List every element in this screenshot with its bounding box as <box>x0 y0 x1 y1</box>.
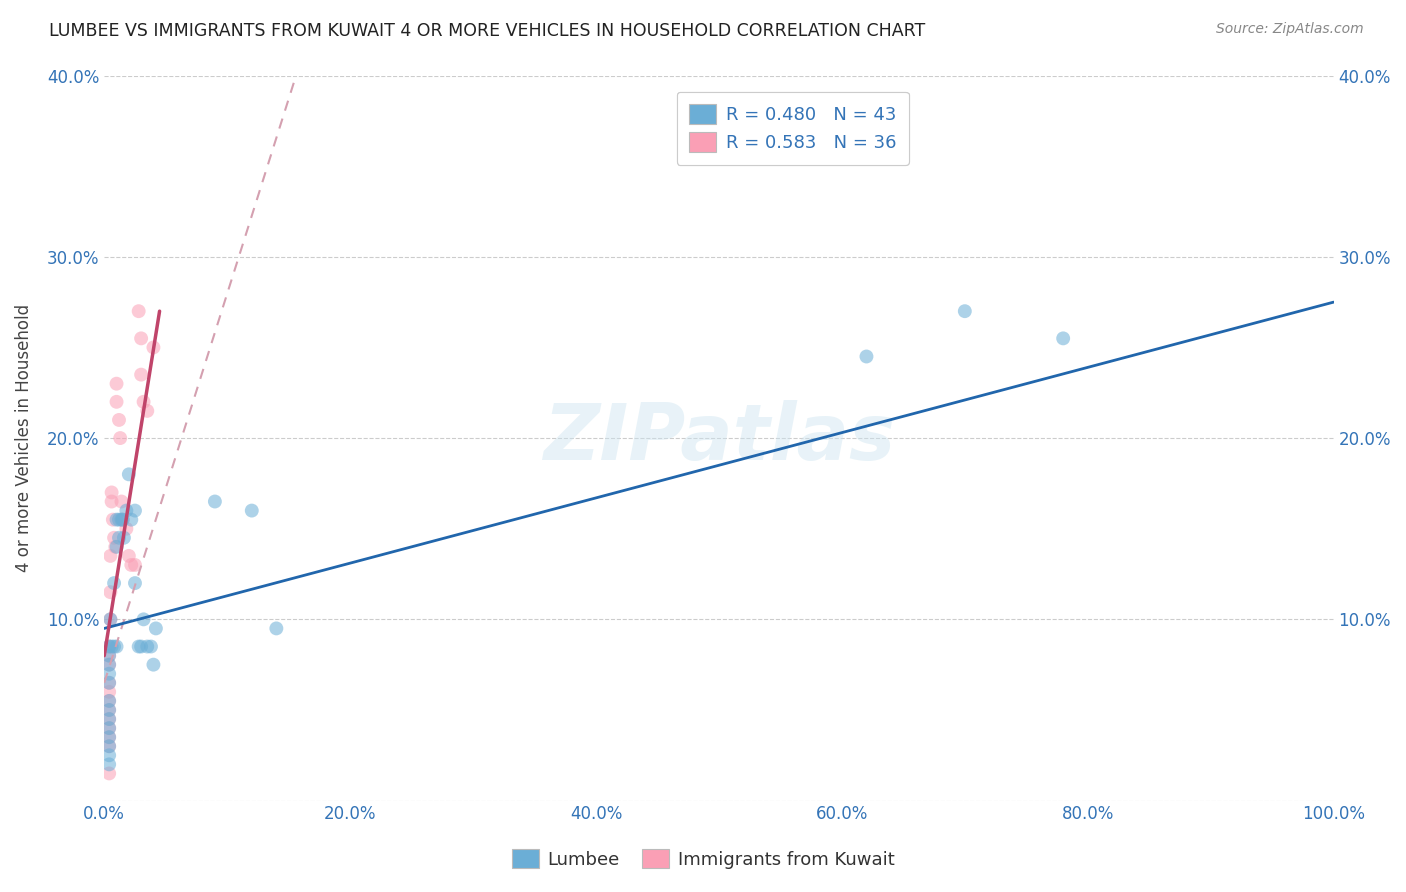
Point <box>124 576 146 591</box>
Point <box>100 612 122 626</box>
Point <box>855 350 877 364</box>
Point <box>98 640 121 654</box>
Point <box>266 621 288 635</box>
Point <box>112 531 135 545</box>
Point <box>108 513 131 527</box>
Point <box>98 657 121 672</box>
Point <box>98 721 121 735</box>
Point <box>100 485 122 500</box>
Point <box>98 730 121 744</box>
Point <box>98 712 121 726</box>
Point <box>98 675 121 690</box>
Point <box>136 404 159 418</box>
Point <box>98 712 121 726</box>
Point <box>98 685 121 699</box>
Point <box>98 648 121 663</box>
Point <box>129 331 152 345</box>
Point <box>98 757 121 772</box>
Point <box>98 640 121 654</box>
Point <box>145 621 167 635</box>
Point <box>104 540 127 554</box>
Point <box>98 675 121 690</box>
Point <box>240 503 263 517</box>
Point <box>115 522 138 536</box>
Point <box>118 467 141 482</box>
Point <box>98 703 121 717</box>
Point <box>105 513 128 527</box>
Point <box>101 513 124 527</box>
Text: LUMBEE VS IMMIGRANTS FROM KUWAIT 4 OR MORE VEHICLES IN HOUSEHOLD CORRELATION CHA: LUMBEE VS IMMIGRANTS FROM KUWAIT 4 OR MO… <box>49 22 925 40</box>
Point <box>103 531 125 545</box>
Point <box>120 513 142 527</box>
Point <box>132 612 155 626</box>
Point <box>124 558 146 572</box>
Point <box>98 766 121 780</box>
Y-axis label: 4 or more Vehicles in Household: 4 or more Vehicles in Household <box>15 304 32 572</box>
Point <box>100 640 122 654</box>
Point <box>129 368 152 382</box>
Point <box>98 666 121 681</box>
Point <box>98 721 121 735</box>
Point <box>98 739 121 754</box>
Point <box>98 703 121 717</box>
Point <box>139 640 162 654</box>
Point <box>105 540 128 554</box>
Point <box>100 585 122 599</box>
Point <box>108 531 131 545</box>
Legend: R = 0.480   N = 43, R = 0.583   N = 36: R = 0.480 N = 43, R = 0.583 N = 36 <box>676 92 908 165</box>
Point <box>108 413 131 427</box>
Point <box>136 640 159 654</box>
Point <box>128 304 150 318</box>
Point <box>98 739 121 754</box>
Point <box>110 431 132 445</box>
Point <box>98 730 121 744</box>
Point <box>953 304 976 318</box>
Point <box>110 513 132 527</box>
Point <box>98 657 121 672</box>
Point <box>100 494 122 508</box>
Point <box>204 494 226 508</box>
Point <box>115 503 138 517</box>
Point <box>1052 331 1074 345</box>
Point <box>111 513 134 527</box>
Point <box>111 513 134 527</box>
Legend: Lumbee, Immigrants from Kuwait: Lumbee, Immigrants from Kuwait <box>505 842 901 876</box>
Point <box>105 394 128 409</box>
Point <box>142 340 165 354</box>
Point <box>98 694 121 708</box>
Point <box>103 640 125 654</box>
Point <box>100 612 122 626</box>
Point <box>128 640 150 654</box>
Text: ZIPatlas: ZIPatlas <box>543 401 896 476</box>
Point <box>98 694 121 708</box>
Point <box>98 748 121 763</box>
Point <box>120 558 142 572</box>
Point <box>103 576 125 591</box>
Point <box>105 640 128 654</box>
Text: Source: ZipAtlas.com: Source: ZipAtlas.com <box>1216 22 1364 37</box>
Point <box>110 494 132 508</box>
Point <box>124 503 146 517</box>
Point <box>129 640 152 654</box>
Point <box>105 376 128 391</box>
Point <box>98 648 121 663</box>
Point <box>118 549 141 563</box>
Point <box>132 394 155 409</box>
Point <box>100 549 122 563</box>
Point <box>142 657 165 672</box>
